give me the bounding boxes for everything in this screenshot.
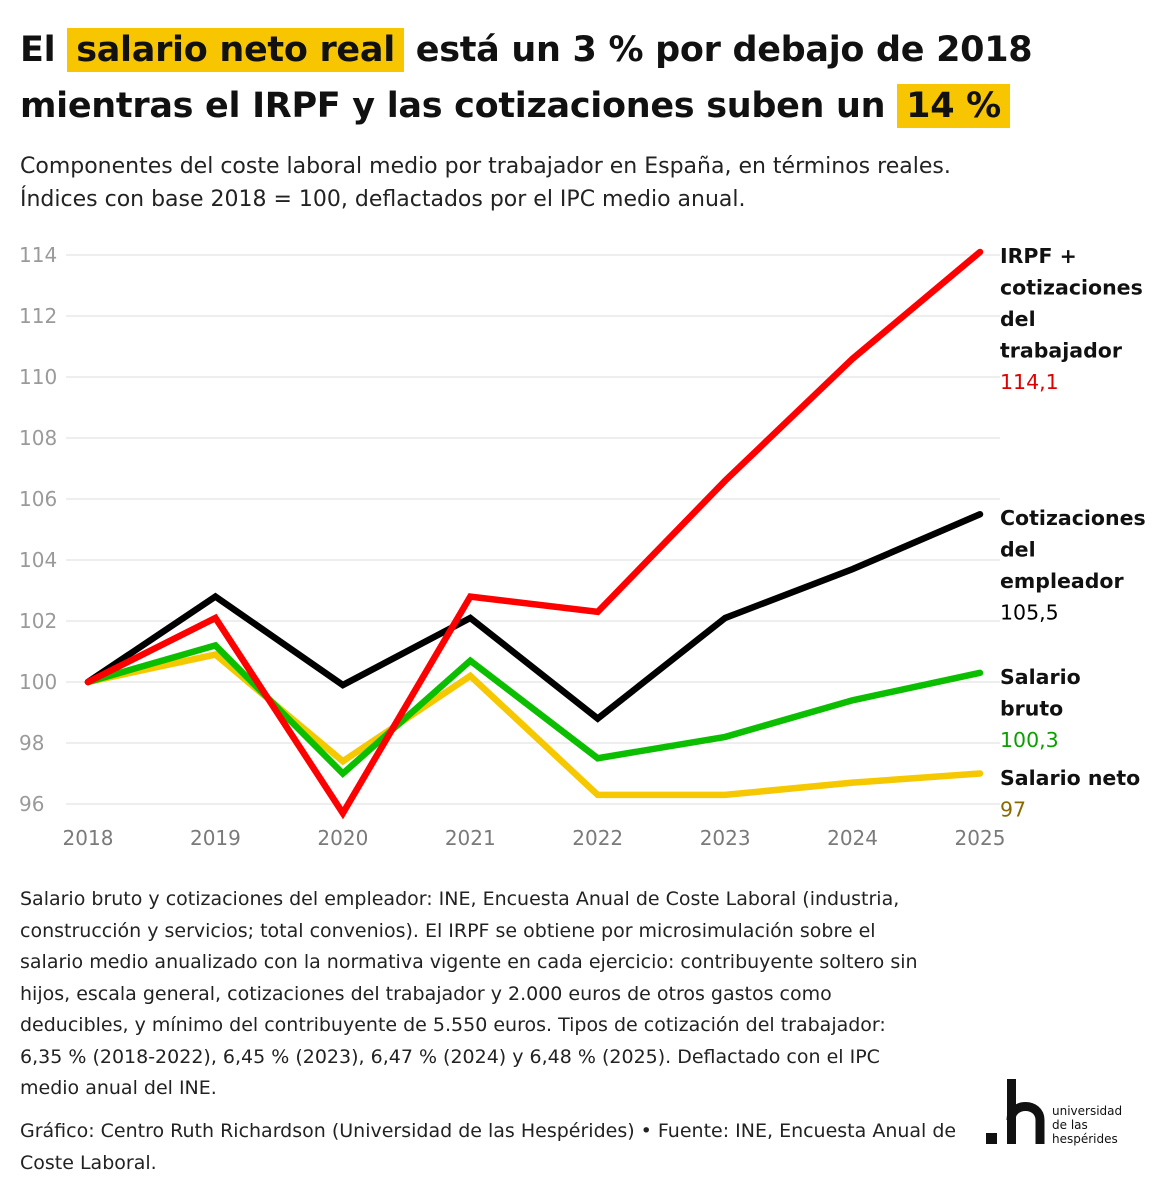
y-tick-label-100: 100: [19, 670, 57, 694]
title-highlight-salario: salario neto real: [67, 28, 404, 72]
chart-title: El salario neto real está un 3 % por deb…: [20, 22, 1140, 134]
university-logo: [986, 1079, 1045, 1144]
series-label-0-line-1: cotizaciones: [1000, 276, 1143, 300]
series-label-1-line-2: empleador: [1000, 569, 1124, 593]
y-tick-label-106: 106: [19, 487, 57, 511]
x-tick-label-2022: 2022: [572, 826, 623, 850]
logo-wordmark: universidad de las hespérides: [1052, 1104, 1122, 1146]
series-label-1-line-1: del: [1000, 538, 1036, 562]
series-lines: [84, 248, 984, 820]
logo-line-2: de las: [1052, 1118, 1088, 1132]
x-axis-ticks: 2018 2019 2020 2021 2022 2023 2024 2025: [63, 826, 1006, 850]
series-line-3: [84, 248, 984, 820]
series-value-label-3: 97: [1000, 798, 1026, 822]
series-label-0-line-0: IRPF +: [1000, 244, 1077, 268]
y-tick-label-96: 96: [19, 792, 44, 816]
logo-h-arch: [1006, 1102, 1045, 1144]
y-tick-label-98: 98: [19, 731, 44, 755]
series-value-label-1: 105,5: [1000, 601, 1059, 625]
y-tick-label-112: 112: [19, 304, 57, 328]
series-label-2-line-0: Salario: [1000, 665, 1081, 689]
chart-subtitle: Componentes del coste laboral medio por …: [20, 150, 1140, 216]
series-line-1: [84, 641, 984, 778]
series-line-2: [84, 511, 984, 723]
y-tick-label-108: 108: [19, 426, 57, 450]
logo-dot: [986, 1133, 997, 1144]
series-label-2-line-1: bruto: [1000, 697, 1063, 721]
x-tick-label-2025: 2025: [955, 826, 1006, 850]
series-value-label-2: 100,3: [1000, 728, 1059, 752]
series-label-0-line-3: trabajador: [1000, 339, 1123, 363]
y-tick-label-110: 110: [19, 365, 57, 389]
series-value-label-0: 114,1: [1000, 370, 1059, 394]
y-tick-label-104: 104: [19, 548, 57, 572]
x-tick-label-2020: 2020: [317, 826, 368, 850]
title-highlight-percent: 14 %: [897, 84, 1010, 128]
series-label-0-line-2: del: [1000, 307, 1036, 331]
logo-line-1: universidad: [1052, 1104, 1123, 1118]
series-label-3-line-0: Salario neto: [1000, 766, 1140, 790]
x-tick-label-2023: 2023: [700, 826, 751, 850]
logo-line-3: hespérides: [1052, 1132, 1118, 1146]
y-axis-ticks: 96 98 100 102 104 106 108 110 112 114: [19, 243, 57, 816]
source-credit: Gráfico: Centro Ruth Richardson (Univers…: [20, 1120, 957, 1174]
series-end-labels: IRPF + cotizaciones del trabajador 114,1 Coti…: [1000, 244, 1146, 822]
methodology-notes: Salario bruto y cotizaciones del emplead…: [20, 888, 918, 1099]
title-part-2: está un 3 % por debajo de 2018 mientras …: [20, 30, 1033, 126]
series-line-0: [84, 651, 984, 799]
x-tick-label-2021: 2021: [445, 826, 496, 850]
x-tick-label-2019: 2019: [190, 826, 241, 850]
grid-lines: [66, 254, 1000, 805]
y-tick-label-114: 114: [19, 243, 57, 267]
line-chart: 96 98 100 102 104 106 108 110 112 114 2018 2019 202…: [19, 243, 1146, 850]
x-tick-label-2024: 2024: [827, 826, 878, 850]
y-tick-label-102: 102: [19, 609, 57, 633]
title-part-1: El: [20, 30, 56, 70]
x-tick-label-2018: 2018: [63, 826, 114, 850]
subtitle-line-1: Componentes del coste laboral medio por …: [20, 154, 951, 179]
subtitle-line-2: Índices con base 2018 = 100, deflactados…: [20, 187, 746, 212]
series-label-1-line-0: Cotizaciones: [1000, 506, 1146, 530]
